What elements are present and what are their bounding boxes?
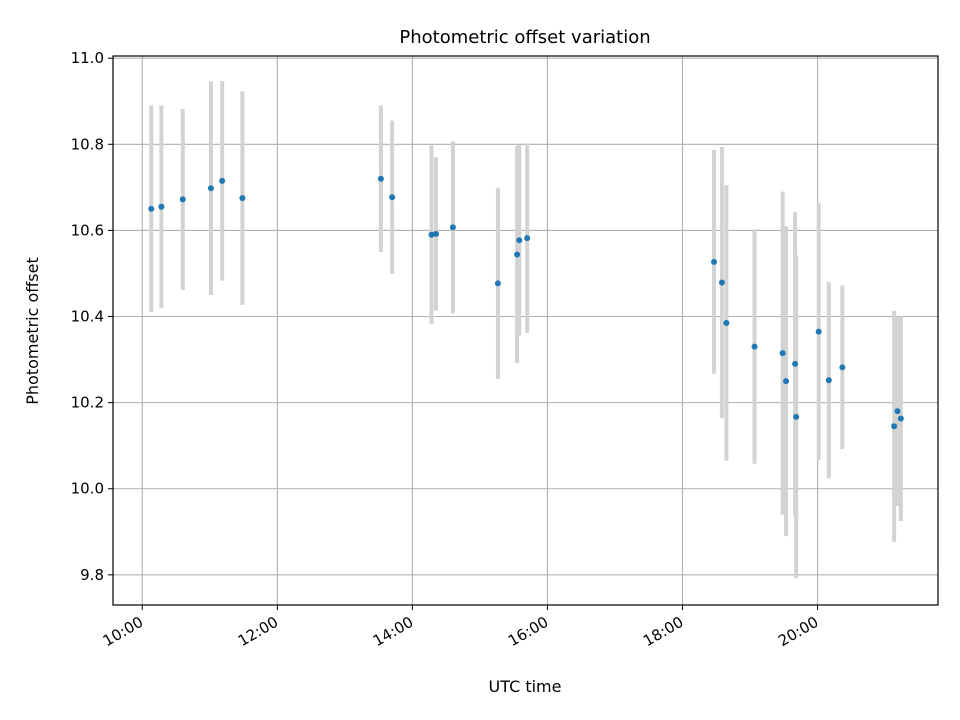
data-point — [711, 258, 718, 265]
data-point — [839, 364, 846, 371]
data-point — [524, 235, 531, 242]
y-tick-label: 10.2 — [71, 394, 104, 412]
data-points — [148, 175, 904, 430]
data-point — [723, 319, 730, 326]
data-point — [516, 237, 523, 244]
data-point — [179, 196, 186, 203]
data-point — [219, 177, 226, 184]
data-point — [894, 408, 901, 415]
data-point — [428, 231, 435, 238]
data-point — [891, 423, 898, 430]
data-point — [793, 413, 800, 420]
data-point — [825, 377, 832, 384]
x-axis-label: UTC time — [489, 677, 562, 696]
data-point — [207, 185, 214, 192]
data-point — [158, 203, 165, 210]
y-tick-label: 9.8 — [80, 566, 104, 584]
data-point — [389, 194, 396, 201]
data-point — [239, 195, 246, 202]
data-point — [494, 280, 501, 287]
data-point — [779, 350, 786, 357]
data-point — [815, 328, 822, 335]
y-tick-label: 10.6 — [71, 221, 104, 239]
data-point — [718, 279, 725, 286]
data-point — [514, 251, 521, 258]
y-tick-label: 10.0 — [71, 480, 104, 498]
axis-ticks: 10:00 12:00 14:00 16:00 18:00 20:009.810.010.… — [71, 49, 822, 650]
data-point — [792, 360, 799, 367]
y-tick-label: 10.8 — [71, 135, 104, 153]
y-axis-label: Photometric offset — [23, 257, 42, 405]
data-point — [783, 378, 790, 385]
y-tick-label: 11.0 — [71, 49, 104, 67]
plot-frame — [112, 55, 939, 606]
data-point — [433, 230, 440, 237]
data-point — [897, 415, 904, 422]
chart-title: Photometric offset variation — [399, 27, 650, 48]
data-point — [751, 343, 758, 350]
y-tick-label: 10.4 — [71, 308, 104, 326]
data-point — [377, 175, 384, 182]
data-point — [449, 224, 456, 231]
data-point — [148, 205, 155, 212]
